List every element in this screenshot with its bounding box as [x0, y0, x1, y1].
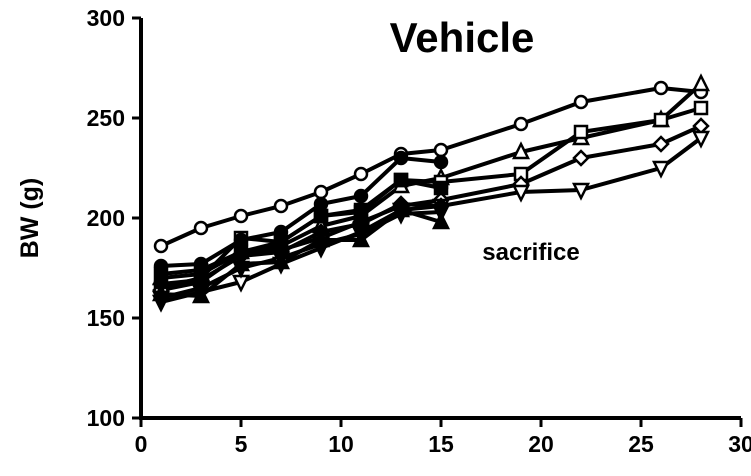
series-5-point — [691, 130, 711, 149]
series-4-point — [652, 135, 670, 153]
series-5-point — [571, 182, 591, 201]
y-axis-title: BW (g) — [16, 178, 44, 259]
series-3-point — [693, 100, 709, 116]
series-7-point — [393, 172, 409, 188]
x-tick-label: 5 — [235, 431, 248, 457]
series-6-point — [353, 188, 369, 204]
plot-area: 100 150 200 250 300 0 5 10 15 20 25 30 sacrifice — [87, 5, 751, 457]
y-tick-label: 200 — [87, 205, 125, 231]
x-tick-label: 20 — [528, 431, 554, 457]
series-line-6 — [160, 156, 442, 268]
series-3-point — [653, 112, 669, 128]
series-2-point — [511, 141, 531, 160]
series-5-point — [651, 160, 671, 179]
series-7-point — [313, 208, 329, 224]
series-10-point — [151, 283, 171, 302]
series-1-point — [193, 220, 209, 236]
annotation-sacrifice: sacrifice — [482, 239, 579, 266]
series-5-point — [511, 184, 531, 203]
y-tick-label: 100 — [87, 405, 125, 431]
x-tick-label: 10 — [328, 431, 354, 457]
series-6-point — [433, 154, 449, 170]
series-3-point — [573, 124, 589, 140]
series-10-point — [191, 285, 211, 304]
series-10-point — [391, 199, 411, 218]
chart-title: Vehicle — [390, 14, 535, 61]
y-tick-label: 250 — [87, 105, 125, 131]
x-tick-label: 15 — [428, 431, 454, 457]
series-1-point — [653, 80, 669, 96]
series-10-point — [271, 251, 291, 270]
x-tick-label: 25 — [628, 431, 654, 457]
series-6-point — [233, 232, 249, 248]
y-tick-label: 300 — [87, 5, 125, 31]
x-tick-label: 0 — [135, 431, 148, 457]
series-10-point — [311, 229, 331, 248]
series-7-point — [433, 180, 449, 196]
series-1-point — [313, 184, 329, 200]
y-tick-label: 150 — [87, 305, 125, 331]
series-1-point — [273, 198, 289, 214]
series-line-5 — [160, 136, 703, 304]
series-1-point — [233, 208, 249, 224]
series-4-point — [572, 149, 590, 167]
series-2-point — [691, 73, 711, 92]
series-10-point — [431, 211, 451, 230]
series-6-point — [313, 196, 329, 212]
series-10-point — [231, 253, 251, 272]
series-1-point — [353, 166, 369, 182]
series-1-point — [513, 116, 529, 132]
x-tick-label: 30 — [728, 431, 751, 457]
series-1-point — [433, 142, 449, 158]
series-1-point — [153, 238, 169, 254]
series-1-point — [573, 94, 589, 110]
series-6-point — [393, 150, 409, 166]
series-10-point — [351, 229, 371, 248]
